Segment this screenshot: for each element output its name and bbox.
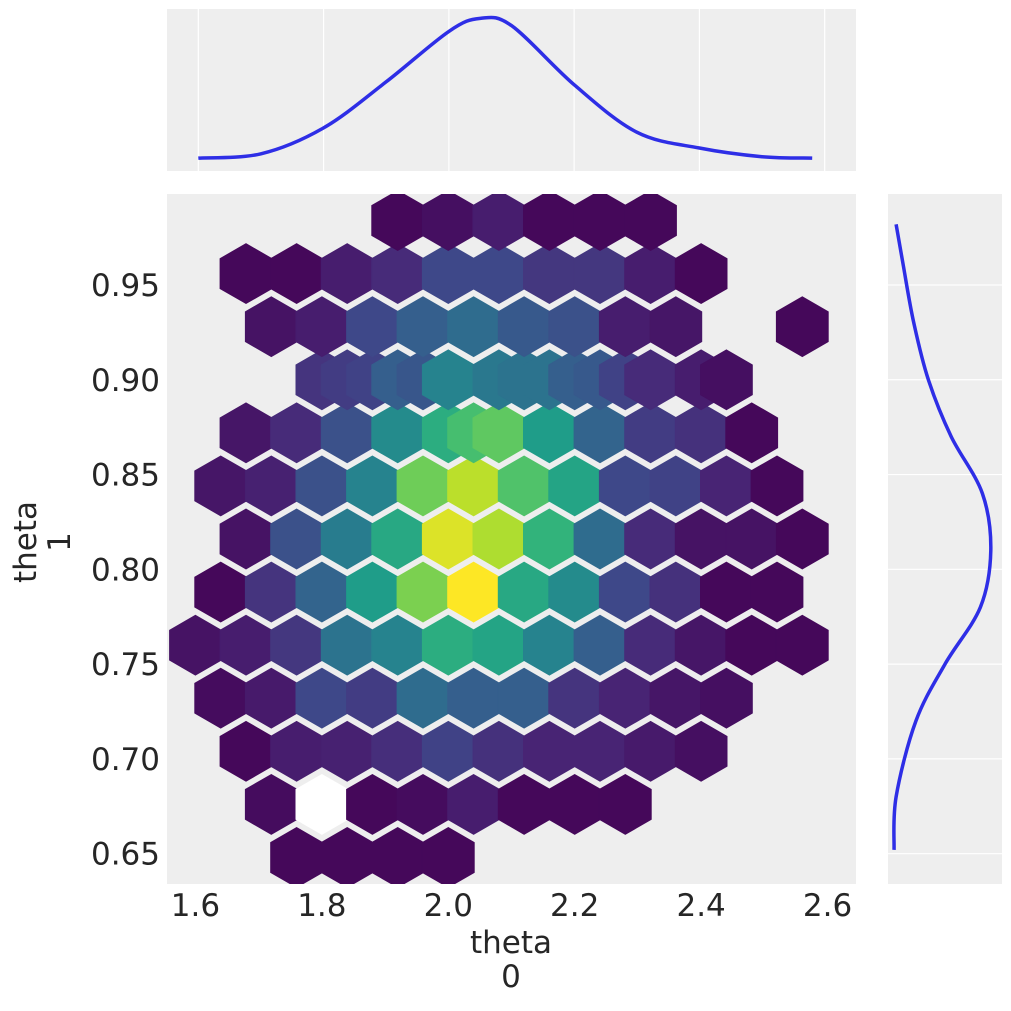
y-tick-label: 0.65 — [91, 837, 160, 873]
x-tick-label: 1.6 — [171, 888, 220, 924]
y-tick-label: 0.70 — [91, 742, 160, 778]
y-tick-label: 0.75 — [91, 647, 160, 683]
y-tick-label: 0.90 — [91, 363, 160, 399]
hexbin-cell — [598, 773, 652, 835]
x-tick-label: 2.4 — [676, 888, 725, 924]
hexbin-cell — [624, 194, 677, 251]
top-marginal-density-line — [198, 15, 813, 160]
x-axis-label-line2: 0 — [501, 959, 521, 995]
y-axis-label-line2: 1 — [42, 532, 78, 552]
hexbin-cell — [674, 243, 728, 305]
right-marginal-background — [888, 194, 1002, 884]
hexbin-cell — [775, 614, 829, 676]
hexbin-cell — [750, 455, 804, 517]
y-tick-label: 0.95 — [91, 268, 160, 304]
y-tick-label: 0.80 — [91, 552, 160, 588]
x-tick-label: 1.8 — [297, 888, 346, 924]
y-axis-label-line1: theta — [8, 500, 44, 584]
y-tick-label: 0.85 — [91, 458, 160, 494]
x-tick-label: 2.0 — [424, 888, 473, 924]
x-tick-label: 2.6 — [803, 888, 852, 924]
hexbin-cell — [674, 720, 728, 782]
top-marginal-background — [167, 9, 856, 171]
hexbin-cell — [700, 667, 753, 729]
x-axis-label-line1: theta — [469, 925, 553, 961]
y-axis-label: theta 1 — [8, 442, 78, 642]
hexbin-cell — [421, 827, 475, 884]
hexbin-cell — [700, 349, 753, 411]
hexbin-cell — [725, 402, 779, 464]
hexbin-cell — [775, 508, 829, 570]
x-axis-label: theta 0 — [411, 926, 611, 994]
hexbin-cell — [649, 296, 703, 358]
hexbin-cell — [775, 296, 829, 358]
x-tick-label: 2.2 — [550, 888, 599, 924]
hexbin-cell — [750, 561, 804, 623]
right-marginal-density-line — [892, 224, 993, 850]
